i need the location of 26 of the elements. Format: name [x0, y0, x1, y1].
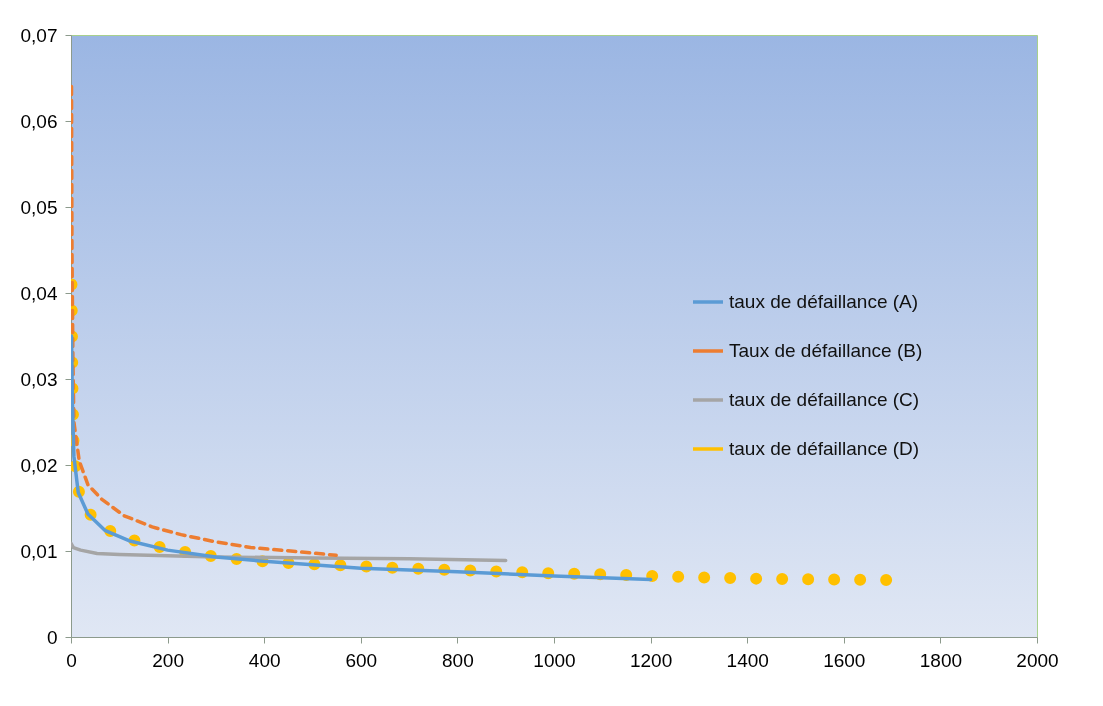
- x-tick-label: 1000: [533, 649, 576, 671]
- x-tick-label: 800: [442, 649, 474, 671]
- y-tick-label: 0,05: [20, 196, 58, 218]
- x-tick-label: 2000: [1016, 649, 1059, 671]
- line-series: [71, 334, 653, 582]
- x-tick-label: 600: [345, 649, 378, 671]
- x-tick-label: 1400: [726, 649, 769, 671]
- legend-label: taux de défaillance (C): [729, 389, 920, 410]
- y-tick-label: 0,03: [20, 368, 58, 390]
- y-tick-label: 0,01: [20, 540, 58, 562]
- legend-label: Taux de défaillance (B): [729, 340, 923, 361]
- y-tick-label: 0: [46, 626, 58, 648]
- x-tick-label: 0: [66, 649, 77, 671]
- legend-label: taux de défaillance (A): [729, 291, 919, 312]
- line-series: [71, 541, 508, 563]
- y-tick-label: 0,06: [20, 110, 58, 132]
- y-tick-label: 0,02: [20, 454, 58, 476]
- y-tick-label: 0,07: [20, 24, 58, 46]
- x-tick-label: 200: [152, 649, 184, 671]
- y-tick-label: 0,04: [20, 282, 58, 304]
- x-tick-label: 400: [248, 649, 281, 671]
- x-tick-label: 1600: [823, 649, 866, 671]
- x-tick-label: 1200: [629, 649, 673, 671]
- x-tick-label: 1800: [919, 649, 963, 671]
- legend-label: taux de défaillance (D): [729, 438, 920, 459]
- line-series: [71, 84, 338, 558]
